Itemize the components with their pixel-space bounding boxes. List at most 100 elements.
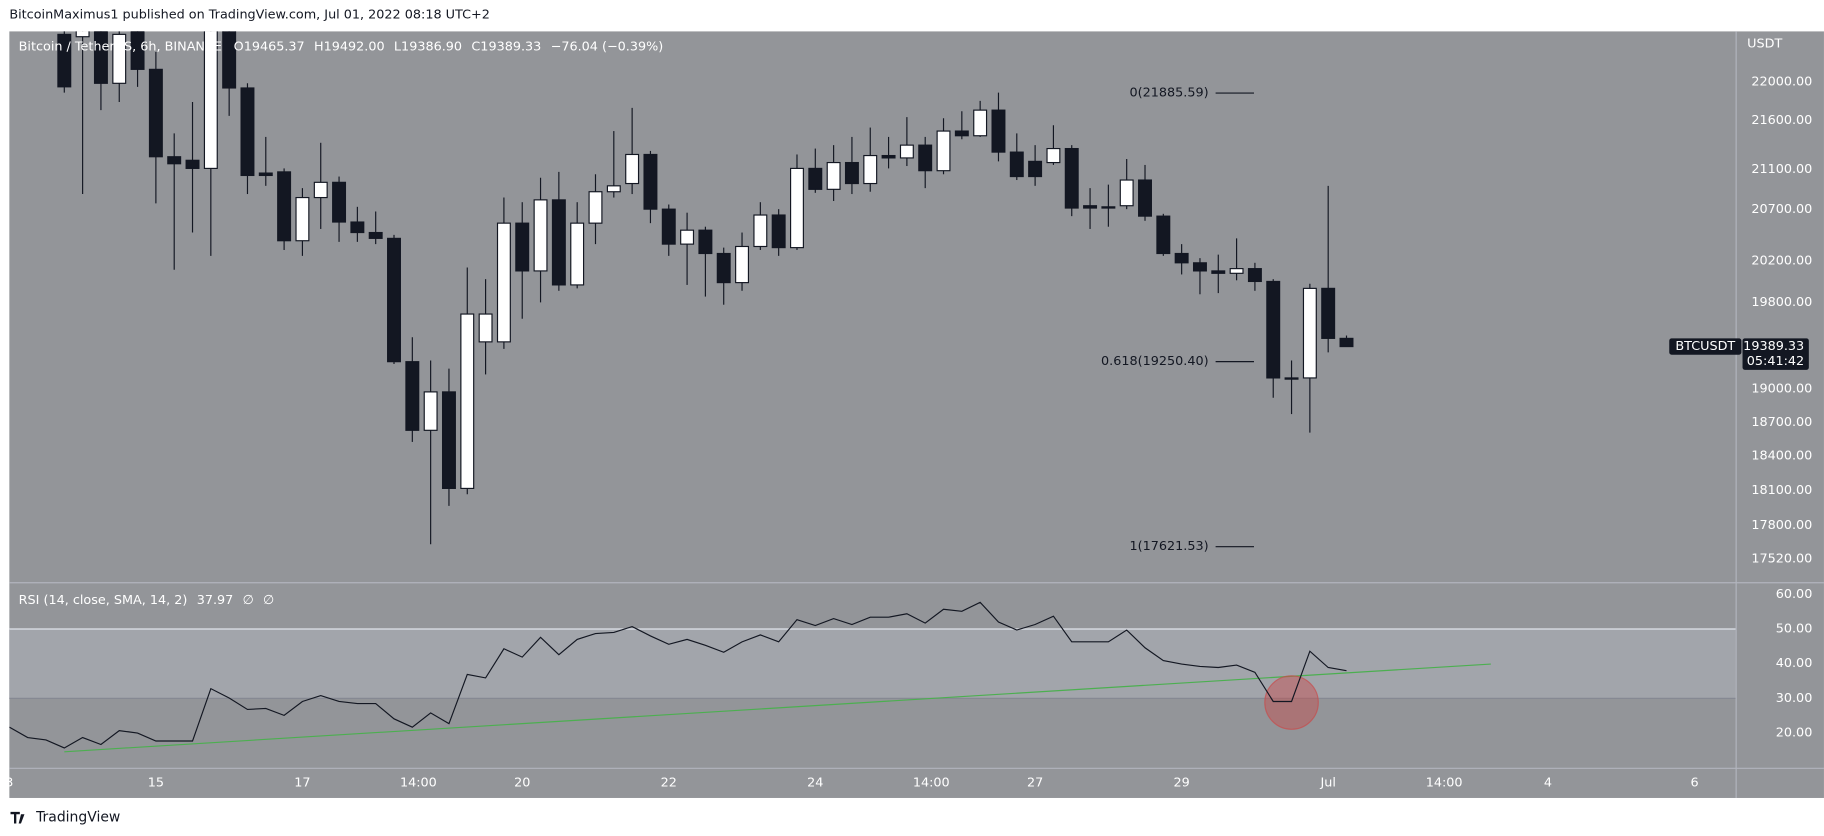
tradingview-logo: TradingView	[10, 810, 120, 826]
x-tick-label: 4	[1544, 775, 1552, 790]
candle-body	[1247, 268, 1262, 283]
y-tick-label: 18100.00	[1751, 483, 1812, 498]
candle-body	[332, 181, 347, 223]
candle-body	[881, 154, 896, 159]
y-tick-label: 17520.00	[1751, 551, 1812, 566]
candle-body	[698, 229, 713, 255]
highlight-circle	[1264, 675, 1319, 730]
y-tick-label: 20200.00	[1751, 253, 1812, 268]
rsi-band	[9, 629, 1736, 699]
price-badge	[1742, 338, 1809, 370]
candle-body	[936, 130, 951, 172]
x-tick-label: 14:00	[1426, 775, 1463, 790]
rsi-line	[9, 601, 1347, 749]
candle-body	[570, 222, 585, 286]
y-tick-label: 20700.00	[1751, 202, 1812, 217]
ohlc-value: 19492.00	[324, 39, 385, 54]
candle-body	[844, 161, 859, 185]
rsi-tick-label: 30.00	[1776, 691, 1813, 706]
candle-body	[1302, 287, 1317, 379]
ohlc-key: C	[471, 39, 480, 54]
y-tick-label: 21100.00	[1751, 162, 1812, 177]
y-tick-label: 22000.00	[1751, 75, 1812, 90]
candle-body	[368, 231, 383, 239]
trendline	[64, 663, 1491, 753]
candle-body	[1119, 179, 1134, 207]
candle-body	[1028, 160, 1043, 178]
axis-unit: USDT	[1747, 37, 1782, 52]
candle-body	[148, 68, 163, 158]
x-tick-label: 15	[148, 775, 164, 790]
ohlc-value: 19389.33	[480, 39, 541, 54]
candle-body	[680, 229, 695, 245]
candle-body	[130, 31, 145, 70]
candle-body	[277, 171, 292, 242]
ohlc-value: 19465.37	[244, 39, 305, 54]
na-value: ∅	[243, 593, 254, 608]
x-tick-label: 3	[5, 775, 13, 790]
candle-body	[1064, 147, 1079, 209]
candle-body	[863, 154, 878, 185]
x-tick-label: 14:00	[913, 775, 950, 790]
candle-body	[203, 31, 218, 169]
candle-body	[350, 221, 365, 234]
na-value: ∅	[263, 593, 274, 608]
candle-body	[551, 199, 566, 286]
rsi-tick-label: 40.00	[1776, 656, 1813, 671]
candle-body	[441, 391, 456, 489]
candle-body	[313, 181, 328, 199]
x-tick-label: 14:00	[400, 775, 437, 790]
x-tick-label: Jul	[1319, 775, 1335, 790]
candle-body	[808, 167, 823, 190]
candle-body	[1339, 337, 1354, 348]
candle-body	[771, 214, 786, 249]
candle-body	[954, 130, 969, 137]
ohlc-key: H	[314, 39, 324, 54]
fib-label: 0.618(19250.40)	[1101, 354, 1209, 369]
x-tick-label: 27	[1027, 775, 1043, 790]
change: −76.04 (−0.39%)	[551, 39, 664, 54]
x-tick-label: 29	[1174, 775, 1190, 790]
overlay: Bitcoin / TetherUS, 6h, BINANCE O19465.37…	[5, 37, 1812, 791]
candle-body	[606, 185, 621, 193]
candle-body	[1266, 280, 1281, 379]
y-tick-label: 19000.00	[1751, 382, 1812, 397]
candle-body	[790, 167, 804, 249]
candle-body	[735, 245, 750, 284]
candle-body	[460, 313, 475, 489]
symbol-badge	[1669, 338, 1742, 355]
candle-body	[1211, 270, 1226, 274]
candle-body	[625, 153, 640, 185]
candle-body	[423, 391, 438, 431]
symbol-title: Bitcoin / TetherUS, 6h, BINANCE	[19, 39, 222, 54]
candle-body	[643, 153, 658, 210]
ohlc-key: L	[394, 39, 402, 54]
x-tick-label: 22	[661, 775, 677, 790]
logo-icon	[10, 811, 25, 824]
candle-body	[478, 313, 493, 343]
candle-body	[588, 191, 603, 224]
candle-body	[1138, 179, 1152, 217]
countdown: 05:41:42	[1747, 354, 1804, 369]
candle-body	[1174, 252, 1189, 264]
candle-body	[1083, 205, 1098, 209]
fib-label: 0(21885.59)	[1130, 86, 1209, 101]
publisher: BitcoinMaximus1 published on TradingView…	[9, 8, 490, 23]
ohlc-key: O	[234, 39, 244, 54]
candle-body	[753, 214, 768, 248]
candle-body	[1009, 151, 1024, 178]
x-tick-label: 20	[514, 775, 530, 790]
y-tick-label: 17800.00	[1751, 518, 1812, 533]
candle-body	[991, 109, 1006, 153]
rsi-value: 37.97	[197, 593, 234, 608]
y-tick-label: 18700.00	[1751, 415, 1812, 430]
y-tick-label: 21600.00	[1751, 113, 1812, 128]
candle-body	[533, 199, 548, 272]
rsi-title: RSI (14, close, SMA, 14, 2)	[19, 593, 188, 608]
rsi-tick-label: 50.00	[1776, 622, 1813, 637]
y-tick-label: 18400.00	[1751, 449, 1812, 464]
symbol-label: BTCUSDT	[1675, 339, 1735, 354]
candle-body	[496, 222, 511, 343]
candle-body	[716, 252, 731, 284]
candle-body	[1192, 262, 1207, 272]
